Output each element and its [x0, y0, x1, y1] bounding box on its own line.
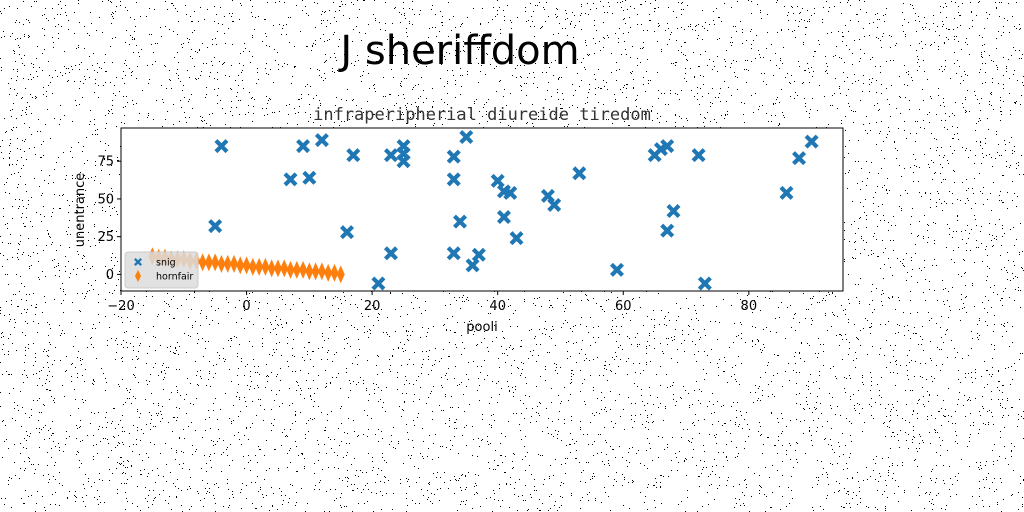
hornfair-point [223, 254, 232, 273]
hornfair-point [248, 257, 257, 276]
snig-point [792, 151, 807, 166]
hornfair-point [280, 259, 289, 278]
snig-point [496, 210, 511, 225]
x-tick-label: 20 [364, 299, 381, 314]
snig-point [296, 139, 311, 154]
snig-point [471, 247, 486, 262]
chart-title: infraperipherial diureide tiredom [313, 105, 651, 125]
snig-point [214, 139, 229, 154]
legend-marker-snig [134, 258, 142, 266]
snig-point [660, 223, 675, 238]
hornfair-point [292, 260, 301, 279]
legend-marker-hornfair [135, 270, 141, 282]
y-axis-ticks: 0 25 50 75 [97, 155, 121, 283]
snig-point [383, 148, 398, 163]
hornfair-point [255, 257, 264, 276]
y-tick-label: 50 [97, 192, 114, 207]
snig-point [340, 225, 355, 240]
hornfair-point [242, 256, 251, 275]
snig-point [804, 134, 819, 149]
snig-point [691, 148, 706, 163]
snig-point [453, 214, 468, 229]
snig-point [459, 130, 474, 145]
y-tick-label: 25 [97, 230, 114, 245]
hornfair-point [305, 262, 314, 281]
hornfair-point [211, 253, 220, 272]
x-axis-label: pooli [466, 320, 497, 335]
snig-point [446, 172, 461, 187]
x-tick-label: −20 [107, 299, 134, 314]
hornfair-point [267, 259, 276, 278]
snig-point [666, 204, 681, 219]
hornfair-point [336, 265, 345, 284]
legend: snig hornfair [124, 251, 199, 289]
legend-label: hornfair [156, 272, 193, 283]
snig-point [490, 173, 505, 188]
snig-point [314, 133, 329, 148]
snig-point [509, 231, 524, 246]
hornfair-point [286, 260, 295, 279]
snig-point [609, 262, 624, 277]
snig-point [383, 246, 398, 261]
figure-title: J sheriffdom [340, 28, 580, 74]
hornfair-point [236, 256, 245, 275]
hornfair-point [324, 263, 333, 282]
snig-point [572, 166, 587, 181]
snig-point [283, 172, 298, 187]
x-axis-ticks: −20 0 20 40 60 80 [107, 291, 757, 314]
plot-frame [120, 127, 844, 292]
snig-point [446, 149, 461, 164]
hornfair-point [330, 263, 339, 282]
hornfair-point [230, 254, 239, 273]
snig-point [446, 246, 461, 261]
hornfair-point [204, 253, 213, 272]
y-axis-label: unentrance [73, 173, 88, 248]
hornfair-point [273, 259, 282, 278]
snig-point [302, 170, 317, 185]
x-tick-label: 40 [489, 299, 506, 314]
hornfair-point [217, 254, 226, 273]
snig-point [503, 185, 518, 200]
x-tick-label: 80 [741, 299, 758, 314]
hornfair-point [317, 262, 326, 281]
x-tick-label: 60 [615, 299, 632, 314]
snig-point [697, 276, 712, 291]
snig-point [660, 139, 675, 154]
snig-point [779, 185, 794, 200]
legend-box [124, 251, 199, 289]
hornfair-point [198, 253, 207, 272]
snig-point [396, 139, 411, 154]
y-tick-label: 0 [106, 268, 114, 283]
hornfair-point [299, 260, 308, 279]
hornfair-point [261, 257, 270, 276]
y-tick-label: 75 [97, 155, 114, 170]
x-tick-label: 0 [242, 299, 250, 314]
snig-point [465, 258, 480, 273]
legend-label: snig [156, 258, 176, 269]
snig-point [371, 276, 386, 291]
snig-point [208, 219, 223, 234]
snig-point [396, 154, 411, 169]
hornfair-point [311, 262, 320, 281]
snig-point [346, 148, 361, 163]
snig-point [547, 197, 562, 212]
